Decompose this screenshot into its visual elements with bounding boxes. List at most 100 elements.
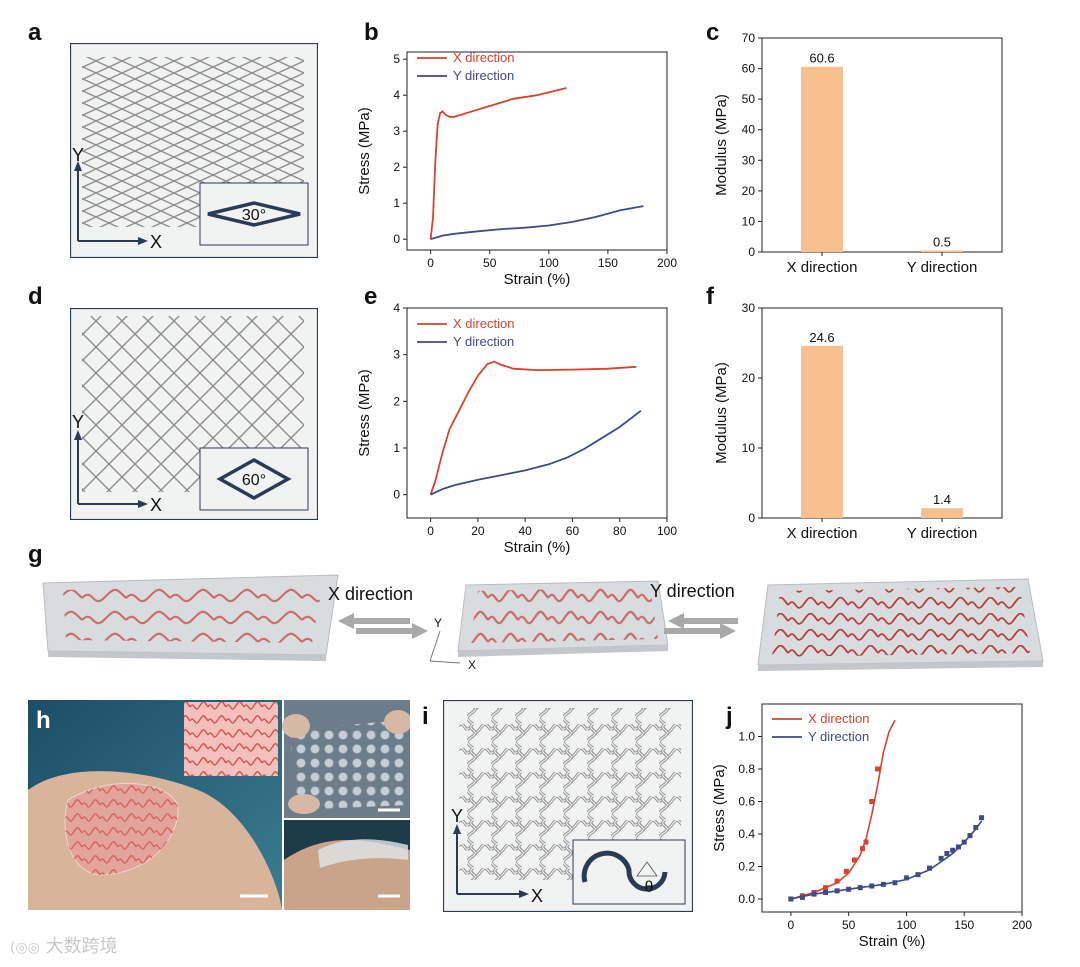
double-arrow-x-icon [338,613,428,639]
film-stretched-y [757,578,1044,671]
data-point [903,875,909,881]
data-point [869,799,875,804]
x-arrow-icon [138,237,148,245]
data-point [967,833,973,839]
bar [801,345,843,518]
plot-frame [761,703,1023,913]
x-axis-label: X [150,495,162,515]
watermark-text: 大数跨境 [45,936,118,957]
y-tick-label: 4 [393,88,400,102]
axes-3d-icon: Y X [429,616,476,672]
plot-frame [761,37,1003,253]
x-category-label: X direction [787,259,858,276]
panel-label-b: b [364,19,379,46]
film-relaxed [457,580,669,657]
y-arrow-icon [453,824,461,834]
y-tick-label: 3 [393,124,400,138]
y-tick-label: 40 [742,123,756,137]
y-tick-label: 1 [393,196,400,210]
x-tick-label: 100 [539,256,559,270]
chart-b: 0 50 100 150 200 0 1 2 3 4 5 Strain (%) Stress (MPa)… [356,50,677,288]
x-tick-label: 50 [842,918,856,932]
y-direction-label: Y direction [650,581,735,601]
data-point [851,857,857,863]
panel-label-h: h [36,707,51,734]
fit-line [790,820,983,900]
bar-value-label: 1.4 [933,492,951,507]
x-tick-label: 0 [427,524,434,538]
y-axis-label: Y [451,806,463,826]
inset-angle: 60° [242,472,266,489]
y-tick-label: 0 [748,245,755,259]
x-tick-label: 40 [519,524,533,538]
y-tick-label: 0 [393,488,400,502]
y-axis-title: Stress (MPa) [356,369,373,457]
panel-label-c: c [706,19,719,46]
x-axis-title: Strain (%) [859,933,926,950]
x-tick-label: 60 [566,524,580,538]
data-point [944,851,950,856]
plot-frame [406,51,668,251]
y-tick-label: 0 [393,232,400,246]
plot-frame [761,307,1003,519]
axis-x-label: X [468,658,476,672]
y-tick-label: 60 [742,62,756,76]
bar [921,508,963,518]
y-tick-label: 10 [742,214,756,228]
bar-value-label: 60.6 [809,51,834,66]
y-tick-label: 20 [742,184,756,198]
y-axis-title: Modulus (MPa) [713,362,730,464]
y-axis-title: Stress (MPa) [356,107,373,195]
chart-e: 0 20 40 60 80 100 0 1 2 3 4 Strain (%) Stress (MPa) X… [356,301,677,556]
data-point [811,891,817,897]
legend-label: X direction [453,316,514,331]
y-tick-label: 0.8 [738,762,755,776]
x-axis-label: X [531,886,543,906]
data-point [788,896,794,902]
serpentine-unit-icon [581,850,668,892]
y-tick-label: 0 [748,511,755,525]
y-tick-label: 50 [742,92,756,106]
plot-frame [406,307,668,519]
inset-angle: θ [645,879,654,896]
x-direction-label: X direction [328,584,413,604]
data-point [843,868,849,874]
x-tick-label: 200 [1012,918,1032,932]
x-tick-label: 200 [657,256,677,270]
bar-value-label: 24.6 [809,330,834,345]
double-arrow-y-icon [664,613,738,639]
series-line [430,409,642,496]
data-point [857,885,863,891]
y-axis-label: Y [72,412,84,432]
data-point [834,888,840,894]
y-tick-label: 30 [742,153,756,167]
x-tick-label: 150 [954,918,974,932]
data-point [915,872,921,878]
series-line [430,205,644,241]
data-point [927,865,933,871]
y-tick-label: 10 [742,441,756,455]
panel-label-d: d [28,283,43,310]
y-arrow-icon [74,161,82,171]
y-axis-title: Stress (MPa) [711,764,728,852]
x-category-label: Y direction [907,525,978,542]
y-tick-label: 30 [742,301,756,315]
data-point [955,844,961,850]
y-tick-label: 0.4 [738,827,755,841]
y-tick-label: 3 [393,348,400,362]
panel-h-photo: h [28,700,410,910]
x-tick-label: 80 [613,524,627,538]
x-tick-label: 0 [427,256,434,270]
panel-label-f: f [706,283,715,310]
data-point [880,881,886,887]
x-tick-label: 20 [471,524,485,538]
x-axis-title: Strain (%) [504,271,571,288]
panel-label-i: i [422,703,429,730]
series-line [429,360,637,495]
legend-label: Y direction [453,68,514,83]
legend-label: X direction [453,50,514,65]
chart-c: 0 10 20 30 40 50 60 70 Modulus (MPa) 60.6 X direct… [713,31,1003,276]
data-point [892,880,898,886]
y-tick-label: 1.0 [738,730,755,744]
